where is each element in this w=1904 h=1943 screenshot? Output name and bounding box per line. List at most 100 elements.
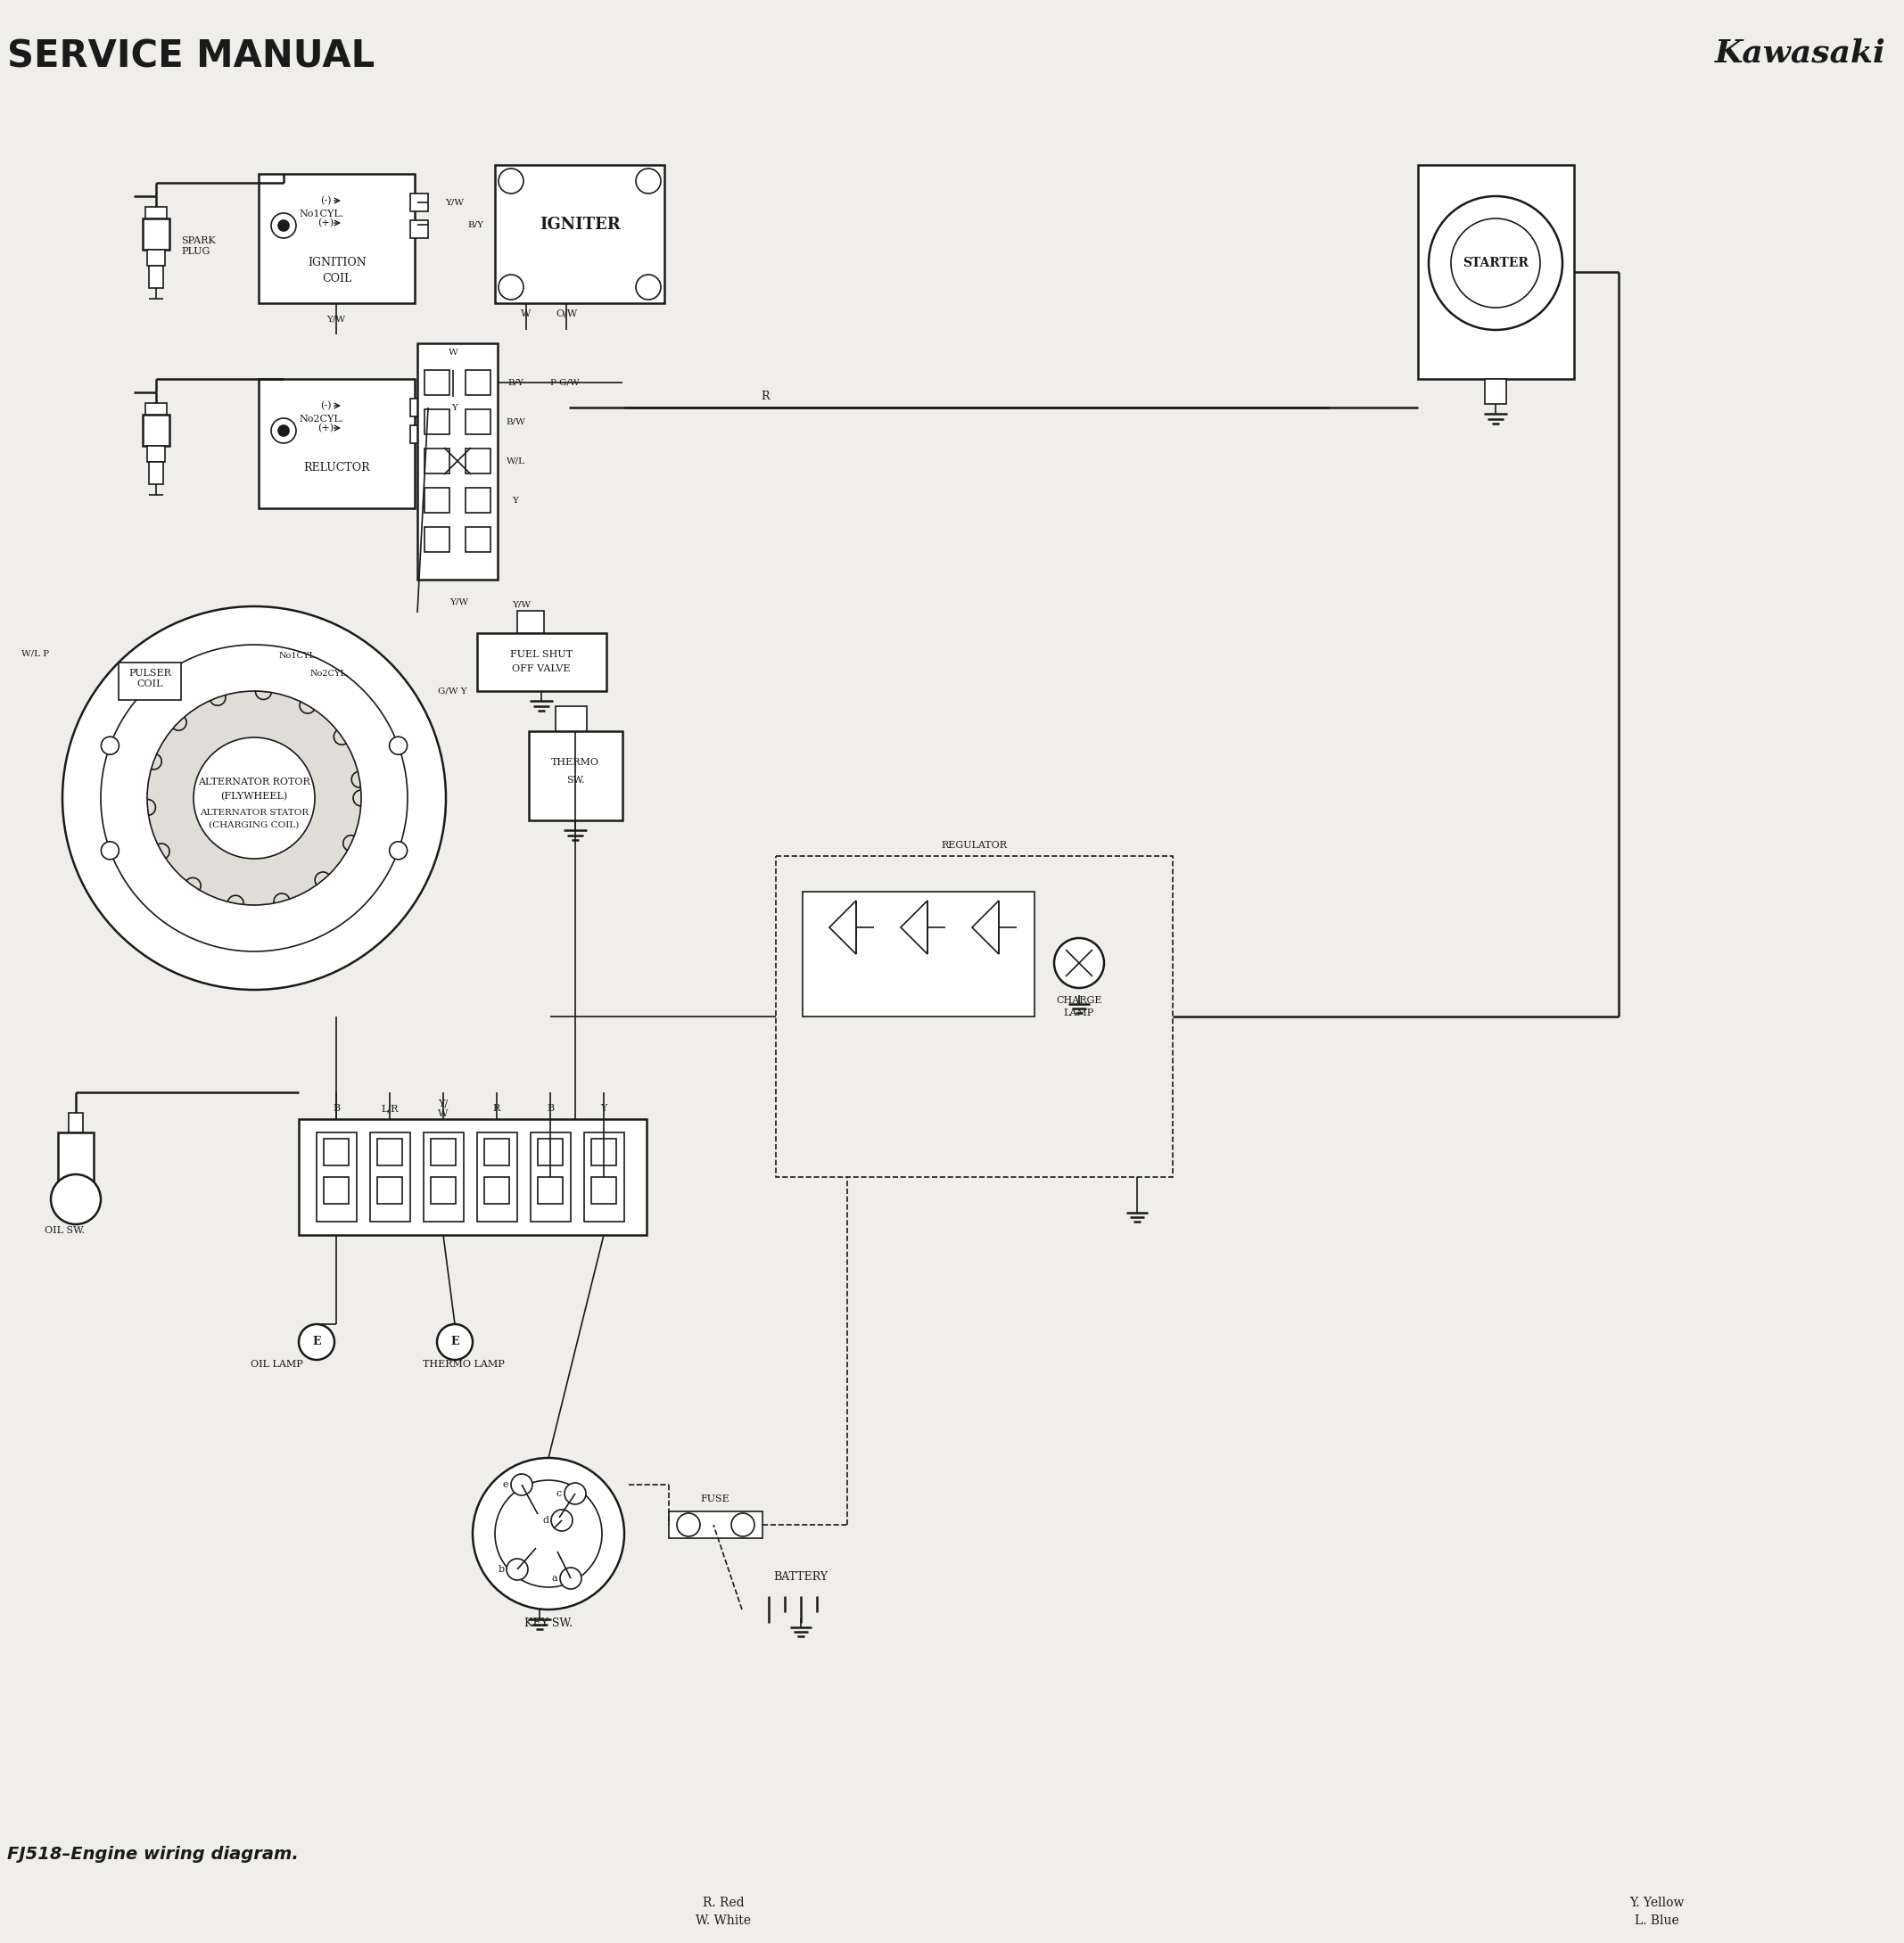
Bar — [259, 173, 415, 303]
Bar — [425, 527, 449, 552]
Bar — [409, 194, 428, 212]
Text: (FLYWHEEL): (FLYWHEEL) — [221, 791, 288, 801]
Bar — [803, 892, 1034, 1016]
Bar — [145, 206, 168, 218]
Circle shape — [506, 1558, 527, 1580]
Text: W: W — [522, 309, 531, 319]
Bar — [377, 1139, 402, 1166]
Bar — [145, 402, 168, 414]
Bar — [425, 488, 449, 513]
Text: IGNITER: IGNITER — [539, 218, 621, 233]
Text: L. Blue: L. Blue — [1634, 1914, 1679, 1927]
Circle shape — [550, 1510, 573, 1531]
Text: (+): (+) — [318, 218, 333, 227]
Circle shape — [564, 1483, 586, 1504]
Circle shape — [560, 1568, 581, 1589]
Bar — [299, 1119, 647, 1236]
Text: No1CYL.: No1CYL. — [299, 210, 343, 218]
Bar — [537, 1139, 564, 1166]
Bar — [484, 1177, 508, 1205]
Bar — [324, 1139, 348, 1166]
Bar — [143, 218, 169, 249]
Text: c: c — [556, 1488, 562, 1498]
Text: No1CYL.: No1CYL. — [280, 651, 318, 659]
Text: SERVICE MANUAL: SERVICE MANUAL — [8, 37, 375, 76]
Circle shape — [1428, 196, 1563, 330]
Text: STARTER: STARTER — [1462, 256, 1529, 270]
Text: P G/W: P G/W — [550, 379, 579, 387]
Text: W/L: W/L — [506, 457, 526, 464]
Text: THERMO LAMP: THERMO LAMP — [423, 1360, 505, 1368]
Text: W. White: W. White — [695, 1914, 752, 1927]
Text: E: E — [451, 1337, 459, 1348]
Circle shape — [194, 738, 314, 859]
Text: Y: Y — [451, 404, 457, 412]
Bar — [425, 410, 449, 433]
Bar — [556, 705, 586, 731]
Bar — [324, 1177, 348, 1205]
Text: SW.: SW. — [565, 775, 585, 785]
Bar — [259, 379, 415, 509]
Text: OFF VALVE: OFF VALVE — [512, 665, 571, 672]
Text: d: d — [543, 1516, 548, 1525]
Circle shape — [678, 1514, 701, 1537]
Bar — [1485, 379, 1506, 404]
Circle shape — [472, 1457, 625, 1609]
Text: BATTERY: BATTERY — [773, 1570, 828, 1582]
Bar — [147, 249, 166, 266]
Text: Y: Y — [512, 495, 518, 505]
Text: No2CYL.: No2CYL. — [310, 668, 350, 678]
Bar — [484, 1139, 508, 1166]
Text: B/Y: B/Y — [508, 379, 524, 387]
Text: REGULATOR: REGULATOR — [941, 841, 1007, 849]
Text: THERMO: THERMO — [550, 758, 600, 767]
Bar — [409, 220, 428, 239]
Bar — [118, 663, 181, 699]
Text: FUEL SHUT: FUEL SHUT — [510, 651, 573, 659]
Bar — [668, 1512, 762, 1539]
Text: R: R — [493, 1104, 501, 1113]
Text: IGNITION: IGNITION — [308, 256, 366, 268]
Bar — [143, 414, 169, 445]
Bar — [529, 731, 623, 820]
Bar — [465, 488, 491, 513]
Text: (-): (-) — [320, 400, 331, 410]
Text: SPARK: SPARK — [181, 237, 215, 245]
Text: W/L P: W/L P — [21, 649, 50, 657]
Text: Y/W: Y/W — [449, 598, 468, 606]
Circle shape — [731, 1514, 754, 1537]
Bar — [465, 527, 491, 552]
Text: Y: Y — [600, 1104, 607, 1113]
Bar — [478, 633, 607, 692]
Circle shape — [390, 736, 407, 754]
Circle shape — [1055, 938, 1104, 987]
Bar — [377, 1177, 402, 1205]
Bar — [592, 1139, 617, 1166]
Text: FUSE: FUSE — [701, 1494, 729, 1504]
Bar — [537, 1177, 564, 1205]
Text: PULSER: PULSER — [128, 668, 171, 678]
Text: ALTERNATOR ROTOR: ALTERNATOR ROTOR — [198, 777, 310, 787]
Circle shape — [495, 1481, 602, 1587]
Text: a: a — [552, 1574, 558, 1584]
Bar — [465, 449, 491, 474]
Bar — [417, 344, 497, 579]
Text: (+): (+) — [318, 424, 333, 433]
Bar — [149, 462, 164, 484]
Bar — [149, 266, 164, 288]
Text: L/R: L/R — [381, 1104, 398, 1113]
Circle shape — [270, 418, 297, 443]
Text: G/W Y: G/W Y — [438, 688, 466, 696]
Text: E: E — [312, 1337, 322, 1348]
Text: ALTERNATOR STATOR: ALTERNATOR STATOR — [200, 808, 308, 816]
Text: Y/W: Y/W — [327, 315, 345, 323]
Text: COIL: COIL — [322, 272, 352, 284]
Text: (-): (-) — [320, 196, 331, 206]
Text: B/W: B/W — [506, 418, 526, 426]
Text: R. Red: R. Red — [703, 1896, 744, 1910]
Text: OIL SW.: OIL SW. — [44, 1226, 84, 1236]
Bar — [147, 445, 166, 462]
Bar — [425, 449, 449, 474]
Text: KEY SW.: KEY SW. — [524, 1619, 573, 1630]
Circle shape — [270, 214, 297, 239]
